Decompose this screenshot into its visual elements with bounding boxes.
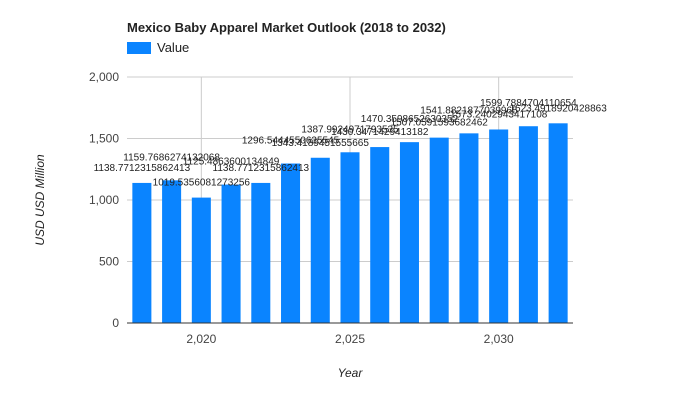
bar [429,137,449,323]
data-label: 1599.7884704110654 [480,98,577,109]
data-label: 1343.4189451555665 [272,138,370,149]
legend-label-value: Value [157,40,189,55]
bar [459,133,479,323]
bar-series-value [132,123,568,324]
bar [399,142,419,323]
data-label: 1541.8821877039965 [420,105,518,116]
data-label: 1430.3471429413182 [331,127,429,138]
x-tick-label: 2,020 [186,332,216,346]
legend: Value [127,40,189,55]
bar [132,182,152,323]
bar [221,184,241,323]
data-label: 1296.5444550635545 [242,136,340,147]
data-label: 1573.2402943417108 [450,109,548,120]
bar [370,147,390,323]
data-label: 1125.4863600134849 [183,157,280,168]
bar [191,197,211,323]
x-axis-ticks: 2,020 2,025 2,030 [186,332,514,346]
x-axis-title: Year [338,366,364,380]
bar [162,180,182,323]
data-label: 1019.5356081273256 [153,178,251,189]
data-label: 1387.9924971793535 [301,124,399,135]
data-label: 1138.7712315862413 [94,163,191,174]
bar [281,163,301,323]
bar [251,182,271,323]
x-tick-label: 2,030 [484,332,514,346]
bar [489,129,509,323]
bar [310,157,330,323]
y-tick-label: 500 [99,255,119,269]
legend-swatch-value [127,42,151,54]
y-tick-label: 1,500 [89,132,119,146]
chart-title: Mexico Baby Apparel Market Outlook (2018… [127,20,446,35]
data-label: 1470.3598652630352 [361,114,459,125]
y-tick-label: 1,000 [89,193,119,207]
bar [518,126,538,324]
y-axis-title: USD USD Million [33,154,47,246]
data-label: 1138.7712315862413 [213,163,310,174]
y-axis-ticks: 0 500 1,000 1,500 2,000 [89,70,119,330]
bar [340,152,360,323]
y-tick-label: 2,000 [89,70,119,84]
data-label: 1159.7686274132068 [123,152,220,163]
bar [548,123,568,323]
x-tick-label: 2,025 [335,332,365,346]
data-label: 1623.4918920428863 [509,103,607,114]
y-tick-label: 0 [112,316,119,330]
data-label: 1507.0591593682462 [391,118,489,129]
